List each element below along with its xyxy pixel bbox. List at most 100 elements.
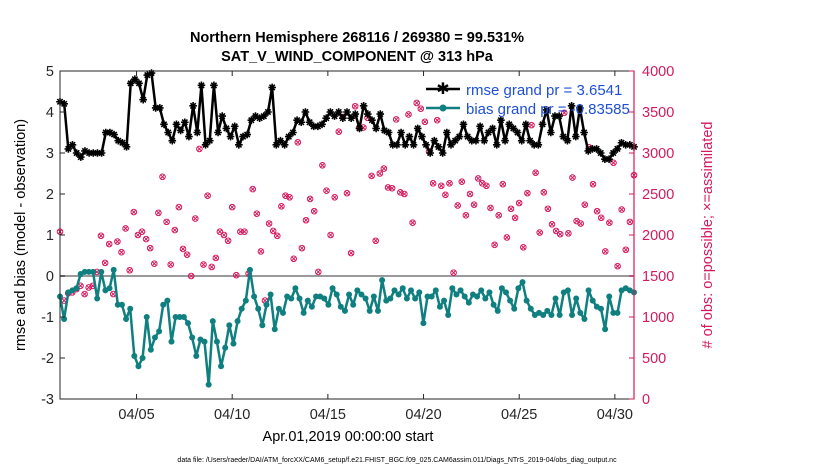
rmse-point <box>355 124 364 133</box>
bias-point <box>251 293 258 300</box>
obs-possible-point <box>183 251 191 258</box>
y-left-tick-label: 3 <box>46 146 54 162</box>
bias-point <box>234 318 241 325</box>
obs-assimilated-point <box>147 245 153 251</box>
obs-assimilated-point <box>102 260 108 266</box>
bias-point <box>275 305 282 312</box>
bias-point <box>292 285 299 292</box>
obs-possible-point <box>212 254 220 262</box>
chart-title-line2: SAT_V_WIND_COMPONENT @ 313 hPa <box>221 49 494 65</box>
rmse-point <box>430 136 439 145</box>
bias-point <box>123 316 130 323</box>
bias-point <box>267 291 274 298</box>
obs-possible-point <box>163 218 170 226</box>
rmse-point <box>621 141 630 149</box>
rmse-point <box>359 102 368 110</box>
rmse-point <box>484 128 493 137</box>
rmse-point <box>476 122 484 131</box>
obs-assimilated-point <box>393 116 399 122</box>
rmse-point <box>180 118 189 127</box>
obs-assimilated-point <box>414 100 420 106</box>
rmse-point <box>571 132 580 141</box>
obs-possible-point <box>405 111 412 118</box>
bias-point <box>238 305 245 312</box>
bias-point <box>73 285 80 292</box>
y-left-tick-label: 0 <box>46 269 54 285</box>
rmse-point <box>488 124 497 133</box>
obs-possible-point <box>343 189 351 197</box>
obs-assimilated-point <box>348 250 354 256</box>
obs-possible-point <box>151 260 158 268</box>
rmse-point <box>251 112 260 120</box>
obs-assimilated-point <box>455 202 461 209</box>
obs-possible-point <box>265 220 273 227</box>
obs-assimilated-point <box>110 291 116 297</box>
bias-point <box>391 287 398 294</box>
y-axis-right-label: # of obs: o=possible; ×=assimilated <box>700 122 716 349</box>
x-axis-label: Apr.01,2019 00:00:00 start <box>263 429 434 445</box>
rmse-point <box>293 116 301 124</box>
bias-point <box>98 268 105 275</box>
rmse-point <box>89 149 98 157</box>
obs-assimilated-point <box>475 175 481 181</box>
obs-possible-point <box>626 218 634 226</box>
obs-possible-point <box>114 238 121 245</box>
obs-possible-point <box>192 215 199 222</box>
obs-assimilated-point <box>241 229 248 235</box>
rmse-point <box>438 149 447 157</box>
bias-point <box>333 291 340 298</box>
rmse-point <box>517 136 526 145</box>
rmse-point <box>534 141 543 149</box>
bias-point <box>416 289 423 296</box>
bias-point <box>147 346 154 353</box>
obs-possible-point <box>614 262 621 270</box>
obs-possible-point <box>187 272 195 280</box>
obs-possible-point <box>618 206 626 213</box>
obs-assimilated-point <box>151 261 157 267</box>
rmse-point <box>343 108 351 116</box>
obs-possible-point <box>483 182 490 190</box>
obs-assimilated-point <box>389 185 395 191</box>
obs-possible-point <box>335 128 343 135</box>
obs-possible-point <box>561 109 568 117</box>
rmse-point <box>185 132 193 141</box>
obs-possible-point <box>466 190 474 198</box>
obs-assimilated-point <box>561 110 567 116</box>
rmse-point <box>193 128 202 137</box>
obs-assimilated-point <box>492 242 498 248</box>
rmse-point <box>93 149 102 157</box>
rmse-point <box>592 145 601 153</box>
bias-point <box>362 295 369 302</box>
obs-assimilated-point <box>118 249 125 255</box>
bias-point <box>94 295 101 302</box>
rmse-point <box>451 136 459 145</box>
obs-assimilated-point <box>524 190 530 196</box>
rmse-point <box>139 95 147 104</box>
obs-assimilated-point <box>422 119 428 125</box>
obs-possible-point <box>491 241 498 249</box>
rmse-point <box>85 149 93 157</box>
rmse-point <box>522 120 530 129</box>
obs-assimilated-point <box>323 188 330 194</box>
obs-possible-point <box>528 121 535 129</box>
rmse-point <box>384 128 393 137</box>
obs-possible-point <box>622 246 630 254</box>
bias-point <box>222 344 229 351</box>
rmse-point <box>255 114 264 122</box>
bias-point <box>478 287 485 294</box>
bias-point <box>577 309 584 316</box>
obs-possible-point <box>171 226 179 234</box>
bias-point <box>589 297 596 304</box>
obs-assimilated-point <box>155 210 161 216</box>
rmse-series <box>56 69 638 163</box>
obs-assimilated-point <box>369 173 375 179</box>
obs-assimilated-point <box>315 269 321 275</box>
bias-point <box>494 307 501 314</box>
rmse-point <box>97 149 106 157</box>
obs-assimilated-point <box>578 220 584 227</box>
y-axis-left-label: rmse and bias (model - observation) <box>13 119 29 351</box>
obs-possible-point <box>290 255 298 263</box>
legend: ✱ rmse grand pr = 3.6541 bias grand pr =… <box>426 81 630 118</box>
obs-possible-point <box>495 212 503 219</box>
rmse-point <box>563 136 572 145</box>
